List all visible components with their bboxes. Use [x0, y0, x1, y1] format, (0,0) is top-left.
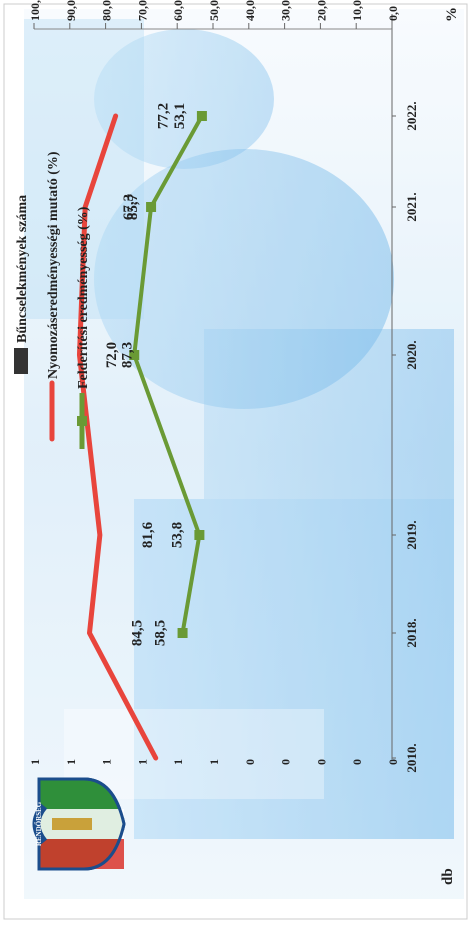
right-tick-label: 0,0	[386, 6, 400, 21]
detection-data-label: 72,0	[104, 342, 120, 368]
investigation-point	[77, 353, 81, 357]
x-tick-label: 2021.	[404, 192, 419, 221]
right-tick-label: 80,0	[100, 0, 114, 21]
right-tick-label: 70,0	[135, 0, 149, 21]
legend-label-investigation: Nyomozáseredményességi mutató (%)	[46, 151, 61, 379]
right-tick-label: 30,0	[279, 0, 293, 21]
x-tick-label: 2018.	[404, 618, 419, 647]
left-tick-label: 1	[28, 759, 42, 765]
left-tick-label: 0	[243, 759, 257, 765]
investigation-data-label: 87,3	[119, 342, 135, 368]
right-tick-label: 40,0	[243, 0, 257, 21]
left-tick-label: 1	[171, 759, 185, 765]
detection-data-label: 58,5	[153, 620, 169, 646]
detection-data-label: 67,3	[121, 194, 137, 220]
x-tick-label: 2020.	[404, 340, 419, 369]
right-tick-label: 10,0	[350, 0, 364, 21]
investigation-point	[87, 631, 91, 635]
x-tick-label: 2019.	[404, 520, 419, 549]
police-emblem: RENDŐRSÉG	[32, 777, 126, 871]
legend-label-detection: Felderítési eredményesség (%)	[76, 206, 91, 389]
investigation-point	[98, 533, 102, 537]
left-tick-label: 0	[350, 759, 364, 765]
legend-marker-detection	[77, 416, 87, 426]
detection-point	[194, 530, 205, 540]
left-tick-label: 1	[64, 759, 78, 765]
right-tick-label: 60,0	[171, 0, 185, 21]
x-tick-label: 2022.	[404, 101, 419, 130]
left-tick-label: 0	[314, 759, 328, 765]
left-axis-title: db	[440, 868, 456, 885]
investigation-data-label: 77,2	[156, 103, 172, 129]
legend-item-investigation: Nyomozáseredményességi mutató (%)	[46, 151, 61, 442]
detection-point	[146, 202, 157, 212]
investigation-data-label: 85,7	[125, 193, 141, 220]
investigation-point	[114, 114, 118, 118]
legend-label-crimes: Bűncselekmények száma	[15, 195, 30, 343]
legend-item-detection: Felderítési eredményesség (%)	[76, 206, 91, 449]
investigation-data-label: 84,5	[129, 620, 145, 646]
legend-swatch-crimes	[14, 348, 28, 374]
x-tick-label: 2010.	[404, 743, 419, 772]
left-tick-label: 0	[279, 759, 293, 765]
right-tick-label: 90,0	[64, 0, 78, 21]
detection-data-label: 53,8	[169, 522, 185, 548]
investigation-data-label: 81,6	[140, 521, 156, 548]
detection-point	[177, 628, 188, 638]
left-tick-label: 1	[100, 759, 114, 765]
right-tick-label: 50,0	[207, 0, 221, 21]
investigation-point	[83, 205, 87, 209]
investigation-line	[76, 113, 159, 761]
legend: Bűncselekmények száma Nyomozáseredményes…	[14, 151, 91, 449]
detection-data-label: 53,1	[172, 103, 188, 129]
left-tick-label: 0	[386, 759, 400, 765]
detection-point	[196, 111, 207, 121]
legend-item-crimes: Bűncselekmények száma	[14, 195, 30, 374]
detection-point	[129, 350, 140, 360]
right-tick-label: 100,0	[28, 0, 42, 21]
right-axis-title: %	[444, 7, 460, 22]
emblem-lettering: RENDŐRSÉG	[35, 801, 43, 846]
left-tick-label: 1	[135, 759, 149, 765]
investigation-point	[154, 756, 158, 760]
right-tick-label: 20,0	[314, 0, 328, 21]
left-tick-label: 1	[207, 759, 221, 765]
background-photo	[24, 9, 464, 899]
